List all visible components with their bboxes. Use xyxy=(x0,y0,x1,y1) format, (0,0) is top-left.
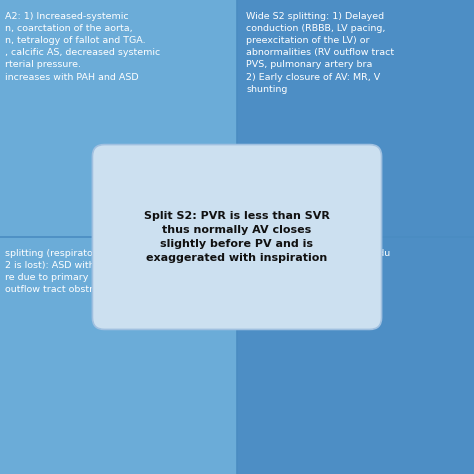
Text: Wide S2 splitting: 1) Delayed
conduction (RBBB, LV pacing,
preexcitation of the : Wide S2 splitting: 1) Delayed conduction… xyxy=(246,12,394,94)
FancyBboxPatch shape xyxy=(237,237,474,474)
Text: A2: 1) Increased-systemic
n, coarctation of the aorta,
n, tetralogy of fallot an: A2: 1) Increased-systemic n, coarctation… xyxy=(5,12,160,82)
FancyBboxPatch shape xyxy=(92,145,382,329)
FancyBboxPatch shape xyxy=(237,0,474,237)
FancyBboxPatch shape xyxy=(0,0,237,237)
Text: splitting (respiratory variability
2 is lost): ASD with left to right
re due to : splitting (respiratory variability 2 is … xyxy=(5,249,164,294)
Text: Reverse S2 splitting: 1) Condu
(LBBB, RV pacing, PVCs
preexcitation of RV i
2) H: Reverse S2 splitting: 1) Condu (LBBB, RV… xyxy=(246,249,391,307)
FancyBboxPatch shape xyxy=(0,237,237,474)
Text: Split S2: PVR is less than SVR
thus normally AV closes
slightly before PV and is: Split S2: PVR is less than SVR thus norm… xyxy=(144,211,330,263)
